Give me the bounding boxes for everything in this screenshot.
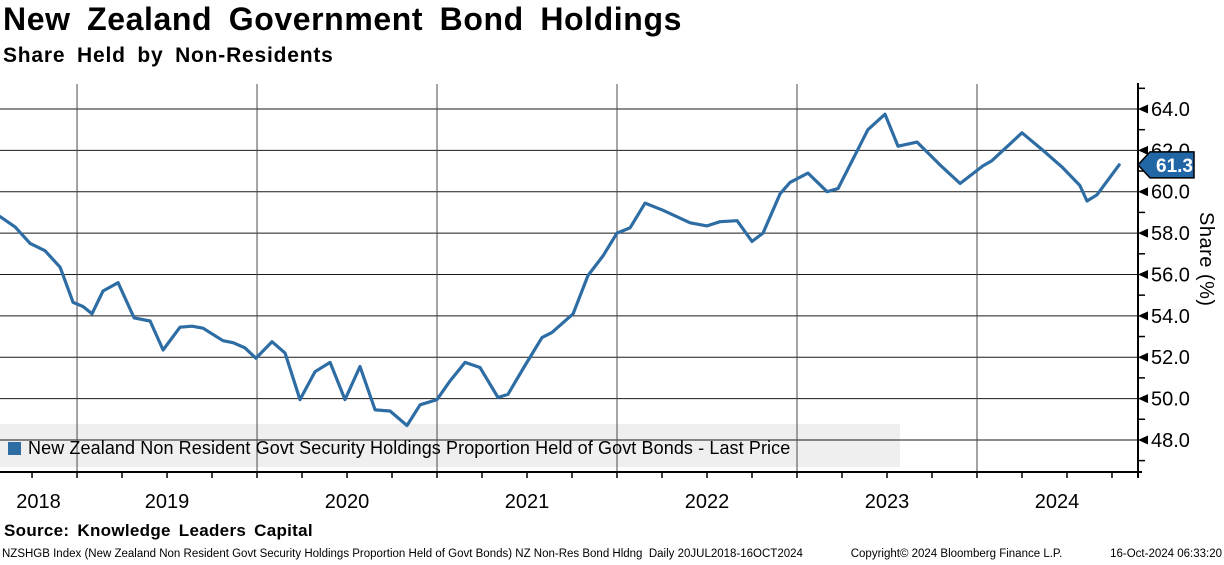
y-tick-arrow-icon <box>1138 311 1148 321</box>
footer-ticker-info: NZSHGB Index (New Zealand Non Resident G… <box>2 548 803 560</box>
y-tick-arrow-icon <box>1138 394 1148 404</box>
y-tick-arrow-icon <box>1138 352 1148 362</box>
y-tick-arrow-icon <box>1138 228 1148 238</box>
last-price-badge-label: 61.3 <box>1156 156 1193 177</box>
footer-timestamp: 16-Oct-2024 06:33:20 <box>1110 548 1222 560</box>
page-title: New Zealand Government Bond Holdings <box>3 1 682 37</box>
legend-series-swatch-icon <box>8 442 21 455</box>
legend: New Zealand Non Resident Govt Security H… <box>8 438 790 459</box>
y-tick-arrow-icon <box>1138 145 1148 155</box>
last-price-badge <box>1136 151 1195 179</box>
x-year-label: 2022 <box>685 491 730 513</box>
y-tick-arrow-icon <box>1138 435 1148 445</box>
y-tick-label: 58.0 <box>1151 223 1190 245</box>
legend-band <box>0 424 900 467</box>
legend-series-label: New Zealand Non Resident Govt Security H… <box>28 438 791 458</box>
y-tick-label: 64.0 <box>1151 99 1190 121</box>
y-tick-label: 56.0 <box>1151 264 1190 286</box>
y-tick-label: 60.0 <box>1151 182 1190 204</box>
footer-copyright: Copyright© 2024 Bloomberg Finance L.P. <box>850 548 1063 560</box>
y-tick-label: 52.0 <box>1151 347 1190 369</box>
x-year-label: 2020 <box>325 491 370 513</box>
y-tick-arrow-icon <box>1138 269 1148 279</box>
y-tick-label: 54.0 <box>1151 306 1190 328</box>
x-year-label: 2021 <box>505 491 550 513</box>
y-axis-title: Share (%) <box>1195 212 1217 307</box>
page-subtitle: Share Held by Non-Residents <box>3 44 334 67</box>
y-tick-arrow-icon <box>1138 187 1148 197</box>
x-year-label: 2018 <box>16 491 61 513</box>
x-year-label: 2024 <box>1035 491 1080 513</box>
x-year-label: 2023 <box>865 491 910 513</box>
y-tick-label: 50.0 <box>1151 389 1190 411</box>
price-line <box>0 112 1121 428</box>
x-year-label: 2019 <box>145 491 190 513</box>
source-credit: Source: Knowledge Leaders Capital <box>4 521 313 540</box>
y-tick-arrow-icon <box>1138 104 1148 114</box>
y-tick-label: 48.0 <box>1151 430 1190 452</box>
footer-bar: NZSHGB Index (New Zealand Non Resident G… <box>2 548 1222 560</box>
